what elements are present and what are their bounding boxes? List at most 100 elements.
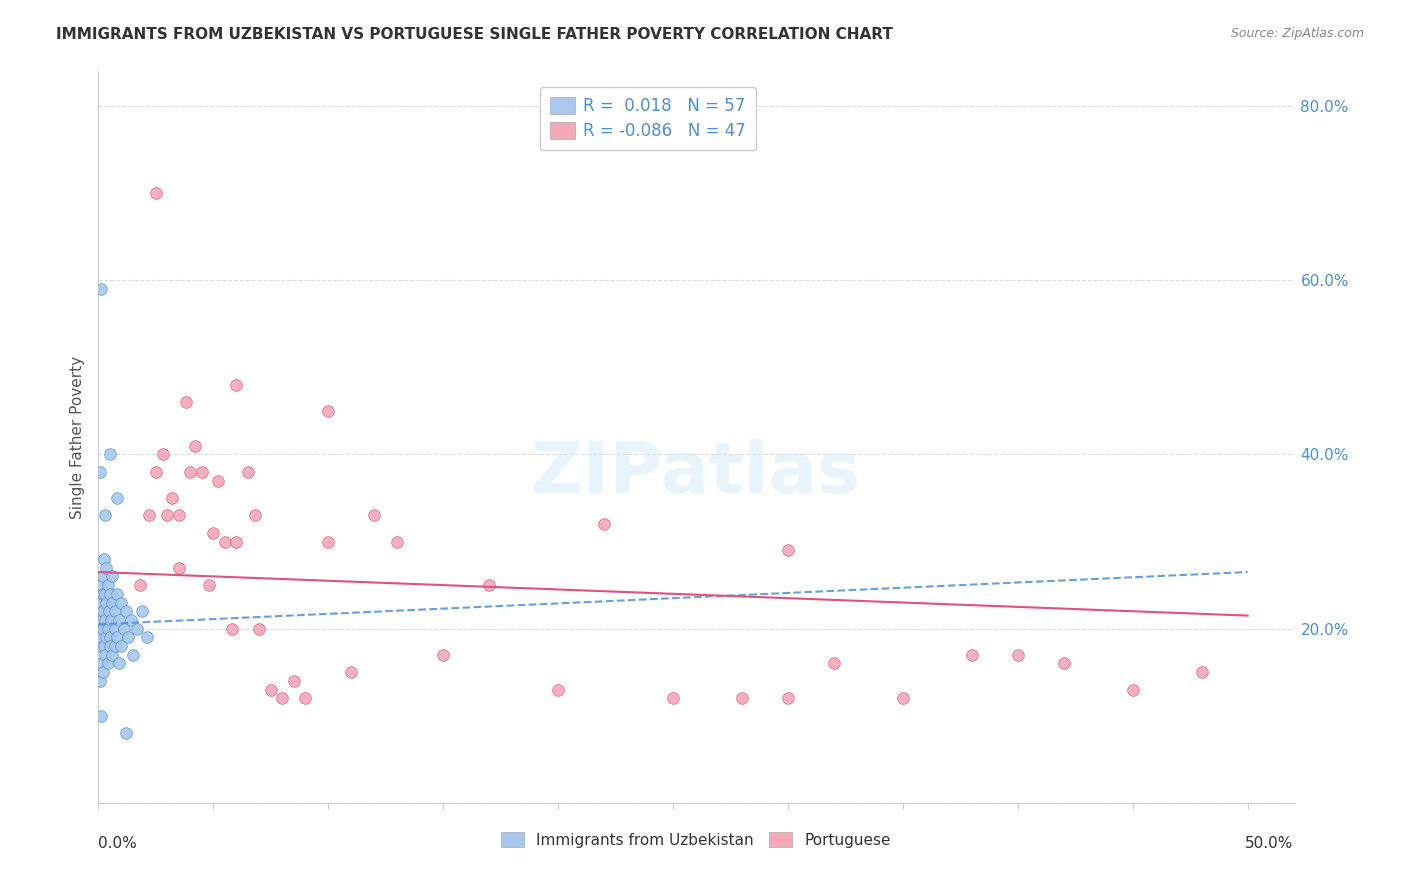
- Point: [960, 648, 983, 662]
- Point: [101, 569, 124, 583]
- Point: [184, 439, 207, 453]
- Point: [271, 691, 294, 706]
- Point: [108, 657, 131, 671]
- Point: [91, 622, 114, 636]
- Point: [115, 726, 138, 740]
- Point: [89, 465, 111, 479]
- Point: [260, 682, 283, 697]
- Point: [160, 491, 183, 505]
- Point: [110, 639, 132, 653]
- Point: [94, 508, 117, 523]
- Point: [90, 631, 112, 645]
- Legend: Immigrants from Uzbekistan, Portuguese: Immigrants from Uzbekistan, Portuguese: [495, 825, 897, 854]
- Point: [97, 622, 120, 636]
- Point: [174, 395, 197, 409]
- Y-axis label: Single Father Poverty: Single Father Poverty: [69, 356, 84, 518]
- Text: ZIPatlas: ZIPatlas: [531, 439, 860, 508]
- Point: [105, 587, 128, 601]
- Point: [90, 708, 112, 723]
- Point: [91, 569, 114, 583]
- Point: [127, 622, 149, 636]
- Point: [93, 639, 115, 653]
- Point: [776, 691, 799, 706]
- Point: [93, 552, 115, 566]
- Point: [191, 465, 214, 479]
- Point: [90, 622, 112, 636]
- Point: [90, 595, 112, 609]
- Point: [385, 534, 409, 549]
- Point: [891, 691, 914, 706]
- Text: 50.0%: 50.0%: [1246, 836, 1294, 851]
- Point: [98, 587, 121, 601]
- Point: [94, 648, 117, 662]
- Point: [108, 613, 131, 627]
- Point: [89, 673, 111, 688]
- Point: [122, 648, 145, 662]
- Point: [294, 691, 316, 706]
- Text: Source: ZipAtlas.com: Source: ZipAtlas.com: [1230, 27, 1364, 40]
- Point: [94, 587, 117, 601]
- Point: [225, 534, 247, 549]
- Point: [97, 578, 120, 592]
- Point: [90, 613, 112, 627]
- Point: [98, 639, 121, 653]
- Point: [167, 560, 190, 574]
- Point: [145, 465, 167, 479]
- Point: [94, 613, 117, 627]
- Point: [97, 604, 120, 618]
- Point: [243, 508, 266, 523]
- Point: [97, 657, 120, 671]
- Point: [103, 604, 125, 618]
- Point: [207, 474, 229, 488]
- Point: [316, 404, 339, 418]
- Point: [152, 448, 174, 462]
- Point: [93, 604, 115, 618]
- Point: [98, 448, 121, 462]
- Point: [100, 613, 122, 627]
- Point: [340, 665, 363, 680]
- Point: [662, 691, 685, 706]
- Point: [94, 631, 117, 645]
- Point: [103, 639, 125, 653]
- Point: [432, 648, 454, 662]
- Point: [823, 657, 845, 671]
- Point: [112, 622, 135, 636]
- Point: [236, 465, 259, 479]
- Point: [131, 604, 153, 618]
- Point: [156, 508, 179, 523]
- Point: [214, 534, 236, 549]
- Point: [103, 622, 125, 636]
- Point: [105, 631, 128, 645]
- Point: [363, 508, 385, 523]
- Point: [89, 639, 111, 653]
- Point: [110, 595, 132, 609]
- Point: [120, 613, 142, 627]
- Point: [145, 186, 167, 201]
- Point: [197, 578, 219, 592]
- Point: [247, 622, 270, 636]
- Point: [117, 631, 139, 645]
- Point: [167, 508, 190, 523]
- Point: [90, 282, 112, 296]
- Point: [1122, 682, 1144, 697]
- Point: [1007, 648, 1029, 662]
- Point: [547, 682, 569, 697]
- Text: 0.0%: 0.0%: [98, 836, 138, 851]
- Point: [101, 648, 124, 662]
- Point: [105, 491, 128, 505]
- Point: [221, 622, 243, 636]
- Point: [90, 657, 112, 671]
- Point: [593, 517, 616, 532]
- Point: [96, 560, 118, 574]
- Point: [283, 673, 305, 688]
- Point: [89, 604, 111, 618]
- Text: IMMIGRANTS FROM UZBEKISTAN VS PORTUGUESE SINGLE FATHER POVERTY CORRELATION CHART: IMMIGRANTS FROM UZBEKISTAN VS PORTUGUESE…: [56, 27, 893, 42]
- Point: [90, 578, 112, 592]
- Point: [135, 631, 157, 645]
- Point: [101, 595, 124, 609]
- Point: [202, 525, 225, 540]
- Point: [731, 691, 754, 706]
- Point: [138, 508, 160, 523]
- Point: [179, 465, 201, 479]
- Point: [776, 543, 799, 558]
